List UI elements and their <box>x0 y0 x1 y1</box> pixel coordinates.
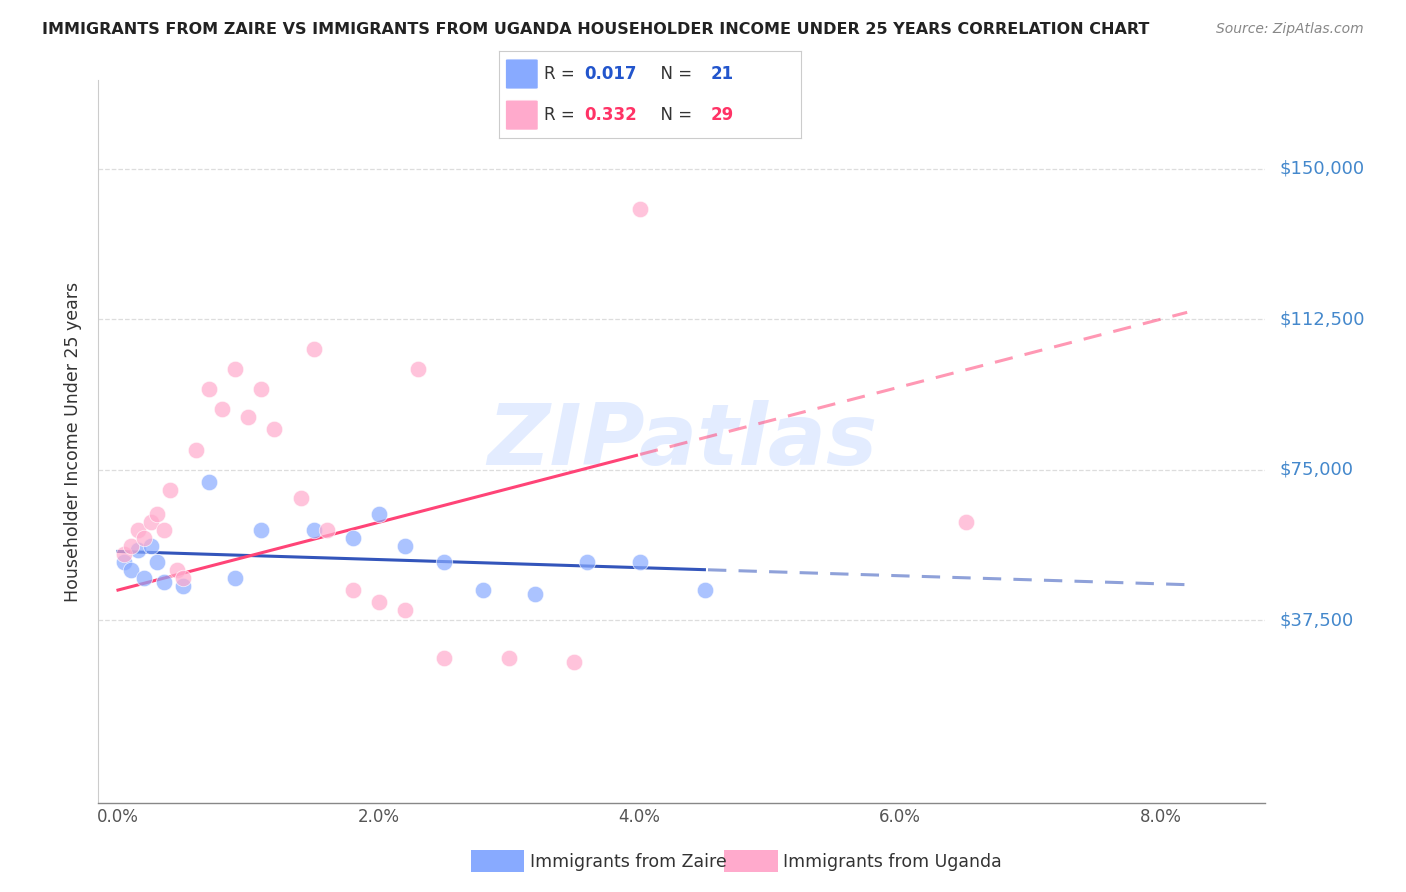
Text: Immigrants from Zaire: Immigrants from Zaire <box>530 853 727 871</box>
Point <box>693 583 716 598</box>
Point <box>211 402 233 417</box>
Text: 29: 29 <box>710 105 734 124</box>
Point <box>367 595 389 609</box>
Point <box>472 583 495 598</box>
Point <box>127 542 149 557</box>
Point <box>302 523 325 537</box>
Point <box>290 491 312 505</box>
Point <box>127 523 149 537</box>
Text: R =: R = <box>544 64 581 83</box>
Point <box>302 342 325 356</box>
Point <box>224 571 246 585</box>
Point <box>152 574 174 589</box>
Point <box>628 555 651 569</box>
Point <box>238 410 260 425</box>
Text: N =: N = <box>650 64 697 83</box>
Point <box>955 515 977 529</box>
Point <box>394 603 416 617</box>
Text: $112,500: $112,500 <box>1279 310 1365 328</box>
Text: $37,500: $37,500 <box>1279 611 1354 629</box>
Point <box>166 563 188 577</box>
Point <box>562 655 585 669</box>
Point <box>263 423 285 437</box>
Point <box>139 515 162 529</box>
Text: $150,000: $150,000 <box>1279 160 1364 178</box>
Text: Immigrants from Uganda: Immigrants from Uganda <box>783 853 1002 871</box>
Point <box>120 563 142 577</box>
Point <box>394 539 416 553</box>
Point <box>132 571 155 585</box>
Point <box>406 362 429 376</box>
Y-axis label: Householder Income Under 25 years: Householder Income Under 25 years <box>65 282 83 601</box>
Point <box>628 202 651 216</box>
Point <box>159 483 181 497</box>
Point <box>250 523 273 537</box>
Point <box>152 523 174 537</box>
Text: 0.332: 0.332 <box>583 105 637 124</box>
Text: Source: ZipAtlas.com: Source: ZipAtlas.com <box>1216 22 1364 37</box>
Text: N =: N = <box>650 105 697 124</box>
Point <box>132 531 155 545</box>
Point <box>433 555 456 569</box>
Point <box>498 651 520 665</box>
Point <box>146 555 169 569</box>
Text: 21: 21 <box>710 64 734 83</box>
Point <box>342 531 364 545</box>
Point <box>524 587 547 601</box>
Point <box>576 555 599 569</box>
Point <box>198 475 221 489</box>
Text: R =: R = <box>544 105 581 124</box>
Point <box>250 382 273 396</box>
Point <box>172 571 194 585</box>
Text: 0.017: 0.017 <box>583 64 637 83</box>
Point <box>114 547 136 561</box>
Point <box>186 442 208 457</box>
Point <box>172 579 194 593</box>
FancyBboxPatch shape <box>505 100 538 130</box>
Point <box>367 507 389 521</box>
Point <box>342 583 364 598</box>
Point <box>433 651 456 665</box>
Text: IMMIGRANTS FROM ZAIRE VS IMMIGRANTS FROM UGANDA HOUSEHOLDER INCOME UNDER 25 YEAR: IMMIGRANTS FROM ZAIRE VS IMMIGRANTS FROM… <box>42 22 1150 37</box>
Point <box>120 539 142 553</box>
Point <box>146 507 169 521</box>
Point <box>114 555 136 569</box>
Point <box>198 382 221 396</box>
Point <box>224 362 246 376</box>
Text: ZIPatlas: ZIPatlas <box>486 400 877 483</box>
FancyBboxPatch shape <box>505 59 538 89</box>
Point <box>315 523 337 537</box>
Text: $75,000: $75,000 <box>1279 460 1354 479</box>
Point <box>139 539 162 553</box>
